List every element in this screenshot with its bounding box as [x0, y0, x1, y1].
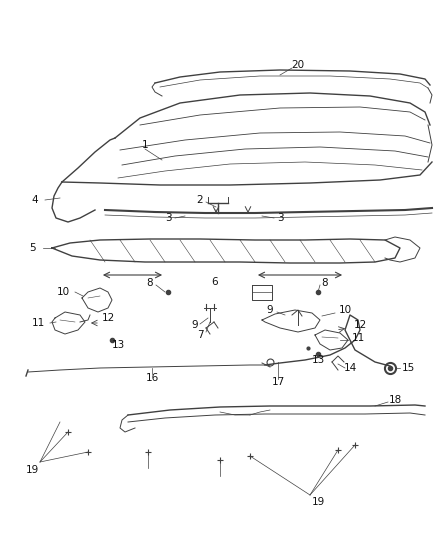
Text: 3: 3 — [277, 213, 283, 223]
Text: 9: 9 — [192, 320, 198, 330]
Text: 20: 20 — [291, 60, 304, 70]
Text: 1: 1 — [141, 140, 148, 150]
Text: 17: 17 — [272, 377, 285, 387]
Text: 13: 13 — [311, 355, 325, 365]
Text: 10: 10 — [339, 305, 352, 315]
Text: 2: 2 — [197, 195, 203, 205]
Text: 19: 19 — [311, 497, 325, 507]
Text: 4: 4 — [32, 195, 38, 205]
Text: 13: 13 — [111, 340, 125, 350]
Text: 5: 5 — [30, 243, 36, 253]
Text: 3: 3 — [165, 213, 171, 223]
Text: 14: 14 — [343, 363, 357, 373]
Text: 19: 19 — [25, 465, 39, 475]
Text: 15: 15 — [401, 363, 415, 373]
Text: 16: 16 — [145, 373, 159, 383]
Text: 18: 18 — [389, 395, 402, 405]
Text: 8: 8 — [321, 278, 328, 288]
Text: 7: 7 — [197, 330, 203, 340]
Text: 12: 12 — [353, 320, 367, 330]
Text: 11: 11 — [32, 318, 45, 328]
Text: 8: 8 — [147, 278, 153, 288]
Text: 9: 9 — [267, 305, 273, 315]
Text: 11: 11 — [351, 333, 364, 343]
Text: 6: 6 — [212, 277, 218, 287]
Text: 12: 12 — [101, 313, 115, 323]
Text: 10: 10 — [57, 287, 70, 297]
